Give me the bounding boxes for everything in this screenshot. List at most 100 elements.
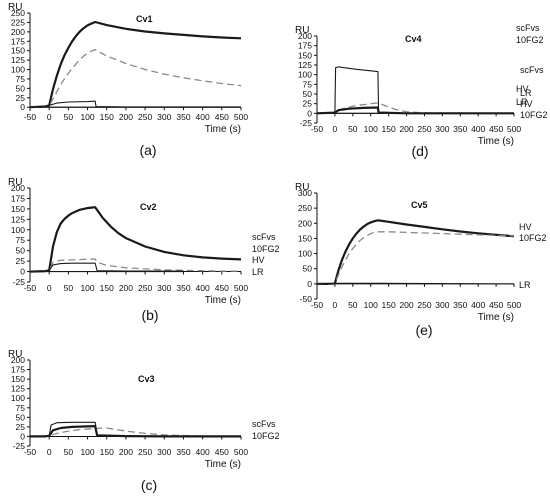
x-tick-label: -50: [311, 124, 324, 134]
y-tick-label: 0: [20, 267, 25, 277]
chart-title: Cv4: [405, 34, 422, 44]
legend-label: scFvs: [520, 65, 544, 75]
x-tick-label: 200: [119, 112, 133, 122]
x-tick-label: 450: [215, 112, 229, 122]
y-tick-label: 100: [298, 249, 312, 259]
x-tick-label: 350: [453, 124, 467, 134]
x-axis-label: Time (s): [478, 136, 514, 147]
y-tick-label: 75: [16, 403, 26, 413]
chart-title: Cv2: [140, 202, 157, 212]
y-axis-label: RU: [8, 2, 22, 13]
y-axis-label: RU: [8, 349, 22, 360]
x-tick-label: 250: [417, 300, 431, 310]
x-tick-label: 350: [176, 447, 190, 457]
y-tick-label: 50: [16, 412, 26, 422]
y-tick-label: 175: [11, 36, 25, 46]
x-tick-label: 50: [64, 283, 74, 293]
y-tick-label: 0: [307, 108, 312, 118]
x-tick-label: 50: [64, 447, 74, 457]
x-tick-label: 500: [234, 112, 248, 122]
y-tick-label: 0: [20, 102, 25, 112]
y-tick-label: 300: [298, 188, 312, 198]
series-line-10fg2: [29, 258, 241, 273]
y-tick-label: 0: [307, 279, 312, 289]
x-tick-label: 500: [507, 300, 521, 310]
x-axis-label: Time (s): [205, 124, 241, 135]
y-tick-label: 100: [11, 393, 25, 403]
y-tick-label: 125: [11, 384, 25, 394]
series-line-lr-hv: [30, 425, 241, 438]
y-tick-label: 50: [303, 264, 313, 274]
y-tick-label: 200: [11, 183, 25, 193]
y-tick-label: 200: [298, 31, 312, 41]
panel-caption: (c): [141, 477, 157, 493]
x-tick-label: 450: [215, 283, 229, 293]
x-tick-label: 0: [47, 447, 52, 457]
y-tick-label: 175: [11, 365, 25, 375]
y-tick-label: 100: [11, 65, 25, 75]
y-tick-label: 25: [16, 422, 26, 432]
x-tick-label: 200: [399, 300, 413, 310]
x-tick-label: 400: [196, 447, 210, 457]
y-tick-label: 25: [303, 99, 313, 109]
y-tick-label: 50: [303, 89, 313, 99]
x-tick-label: 100: [364, 300, 378, 310]
legend-label: scFvs: [252, 419, 276, 429]
x-tick-label: -50: [311, 300, 324, 310]
x-tick-label: 350: [176, 283, 190, 293]
x-tick-label: 250: [138, 283, 152, 293]
x-tick-label: -50: [24, 283, 37, 293]
y-tick-label: 175: [298, 41, 312, 51]
x-tick-label: 150: [382, 124, 396, 134]
legend-label: HV: [516, 84, 529, 94]
x-tick-label: 400: [196, 112, 210, 122]
x-tick-label: 0: [47, 112, 52, 122]
panel-caption: (b): [141, 307, 158, 323]
x-tick-label: 100: [80, 112, 94, 122]
y-tick-label: 125: [11, 214, 25, 224]
series-line-10fg2: [29, 48, 242, 108]
x-tick-label: 250: [138, 447, 152, 457]
x-tick-label: 50: [64, 112, 74, 122]
x-tick-label: 250: [138, 112, 152, 122]
legend-label: 10FG2: [520, 110, 548, 120]
y-tick-label: 100: [11, 225, 25, 235]
x-tick-label: 500: [507, 124, 521, 134]
y-tick-label: 75: [16, 235, 26, 245]
chart-title: Cv1: [136, 14, 153, 24]
y-tick-label: 25: [16, 93, 26, 103]
x-tick-label: 400: [196, 283, 210, 293]
series-line-scfvs: [317, 66, 514, 114]
legend-label: LR: [516, 97, 528, 107]
x-tick-label: 200: [119, 447, 133, 457]
series-line-lr: [316, 282, 515, 285]
x-tick-label: 100: [80, 447, 94, 457]
y-tick-label: 150: [11, 374, 25, 384]
series-line-10fg2: [317, 231, 515, 285]
series-line-scfvs: [29, 206, 242, 273]
x-tick-label: 150: [100, 283, 114, 293]
y-tick-label: 225: [11, 17, 25, 27]
x-tick-label: 350: [453, 300, 467, 310]
legend-label: HV: [252, 255, 265, 265]
panel-caption: (d): [411, 143, 428, 159]
x-tick-label: 200: [119, 283, 133, 293]
x-tick-label: 300: [435, 124, 449, 134]
legend-label: HV: [520, 99, 533, 109]
x-tick-label: 150: [382, 300, 396, 310]
y-tick-label: 125: [11, 55, 25, 65]
y-tick-label: 75: [303, 79, 313, 89]
y-tick-label: 175: [11, 193, 25, 203]
x-tick-label: 300: [157, 112, 171, 122]
series-line-hv: [317, 219, 515, 285]
x-tick-label: 400: [471, 300, 485, 310]
y-tick-label: -25: [300, 118, 313, 128]
x-axis-label: Time (s): [205, 459, 241, 470]
y-tick-label: 75: [16, 74, 26, 84]
